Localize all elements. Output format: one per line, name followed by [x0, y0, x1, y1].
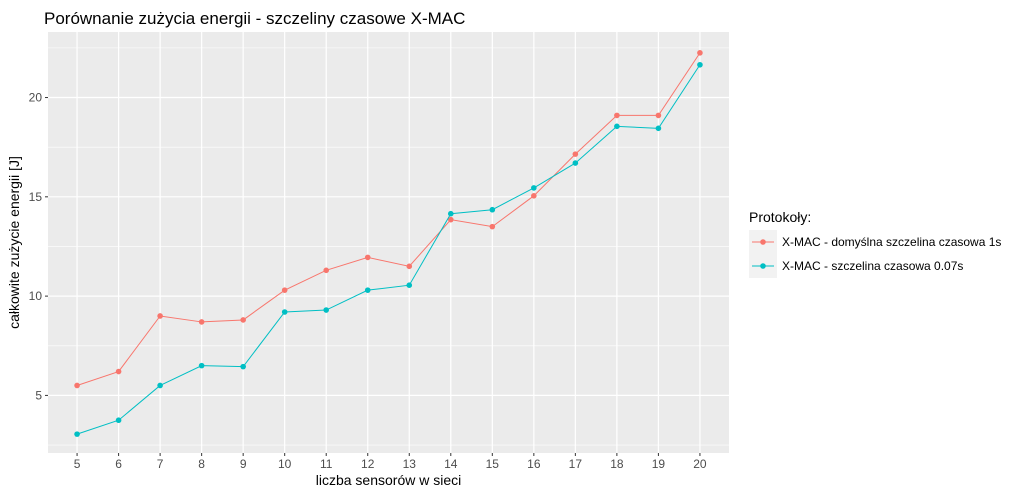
- data-point: [115, 368, 122, 375]
- data-point: [198, 319, 205, 325]
- series-line-1: [76, 52, 701, 386]
- legend-key-point: [760, 239, 766, 245]
- data-point: [198, 362, 205, 369]
- y-tick-label: 5: [35, 388, 42, 402]
- series-layer: [74, 50, 703, 437]
- plot-panel: [48, 32, 729, 453]
- data-point: [240, 363, 246, 370]
- x-tick-label: 10: [278, 457, 292, 471]
- y-axis-title: całkowite zużycie energii [J]: [6, 156, 22, 329]
- x-tick-label: 19: [652, 457, 666, 471]
- data-point: [74, 431, 80, 437]
- grid-major: [48, 32, 729, 453]
- data-point: [655, 125, 662, 132]
- y-axis-ticks: 5 10 15 20: [29, 91, 48, 402]
- x-tick-label: 13: [403, 457, 417, 471]
- x-tick-label: 14: [444, 457, 458, 471]
- data-point: [406, 282, 413, 288]
- x-tick-label: 6: [115, 457, 122, 471]
- x-tick-label: 9: [240, 457, 247, 471]
- y-tick-label: 10: [29, 289, 43, 303]
- chart-title: Porównanie zużycia energii - szczeliny c…: [44, 9, 465, 28]
- x-tick-label: 15: [486, 457, 500, 471]
- data-point: [364, 287, 371, 293]
- data-point: [655, 112, 662, 119]
- data-point: [323, 307, 330, 313]
- x-tick-label: 11: [320, 457, 333, 471]
- legend-title: Protokoły:: [749, 209, 811, 225]
- data-point: [157, 313, 163, 319]
- x-tick-label: 16: [527, 457, 541, 471]
- grid-minor: [48, 47, 729, 446]
- x-axis-title: liczba sensorów w sieci: [316, 472, 462, 488]
- x-tick-label: 17: [569, 457, 583, 471]
- x-tick-label: 8: [198, 457, 205, 471]
- x-tick-label: 20: [693, 457, 707, 471]
- x-axis-ticks: 5 6 7 8 9 10 11 12 13 14 15 16 17 18 19 20: [74, 453, 707, 471]
- data-point: [531, 185, 537, 191]
- data-point: [614, 112, 620, 119]
- data-point: [406, 263, 413, 270]
- data-point: [281, 309, 288, 315]
- data-point: [447, 216, 454, 223]
- data-point: [240, 317, 246, 323]
- data-point: [572, 151, 579, 157]
- data-point: [323, 267, 330, 274]
- x-tick-label: 12: [361, 457, 375, 471]
- series-line-2: [76, 64, 701, 435]
- legend-label: X-MAC - domyślna szczelina czasowa 1s: [782, 235, 1001, 249]
- x-tick-label: 7: [157, 457, 164, 471]
- y-tick-label: 15: [29, 190, 43, 204]
- legend-label: X-MAC - szczelina czasowa 0.07s: [782, 259, 963, 273]
- data-point: [572, 160, 579, 166]
- data-point: [614, 123, 620, 130]
- data-point: [489, 223, 496, 230]
- data-point: [364, 254, 371, 261]
- y-tick-label: 20: [29, 91, 43, 105]
- x-tick-label: 5: [74, 457, 81, 471]
- data-point: [74, 382, 80, 389]
- data-point: [157, 382, 163, 389]
- legend-key-point: [760, 263, 766, 269]
- data-point: [697, 61, 703, 68]
- x-tick-label: 18: [610, 457, 624, 471]
- data-point: [697, 50, 703, 56]
- legend: Protokoły: X-MAC - domyślna szczelina cz…: [749, 209, 1001, 278]
- data-point: [281, 287, 288, 293]
- data-point: [489, 206, 496, 213]
- data-point: [447, 210, 454, 217]
- data-point: [531, 193, 537, 199]
- data-point: [115, 417, 122, 424]
